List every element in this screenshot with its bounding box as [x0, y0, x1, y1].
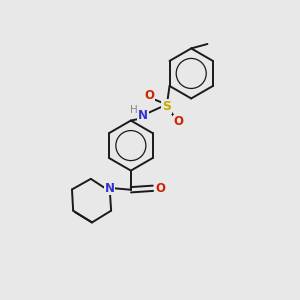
Text: O: O	[155, 182, 165, 195]
Text: N: N	[105, 182, 115, 195]
Text: N: N	[138, 109, 148, 122]
Text: S: S	[162, 100, 171, 113]
Text: H: H	[130, 104, 137, 115]
Text: O: O	[173, 116, 183, 128]
Text: O: O	[145, 89, 154, 102]
